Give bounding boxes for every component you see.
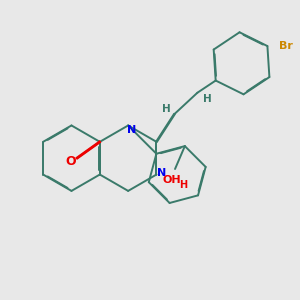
Text: H: H — [162, 104, 171, 114]
Text: O: O — [65, 155, 76, 168]
Text: H: H — [179, 180, 187, 190]
Text: N: N — [127, 125, 136, 135]
Text: H: H — [203, 94, 212, 104]
Text: OH: OH — [162, 176, 181, 185]
Text: Br: Br — [279, 41, 293, 51]
Text: N: N — [157, 168, 166, 178]
